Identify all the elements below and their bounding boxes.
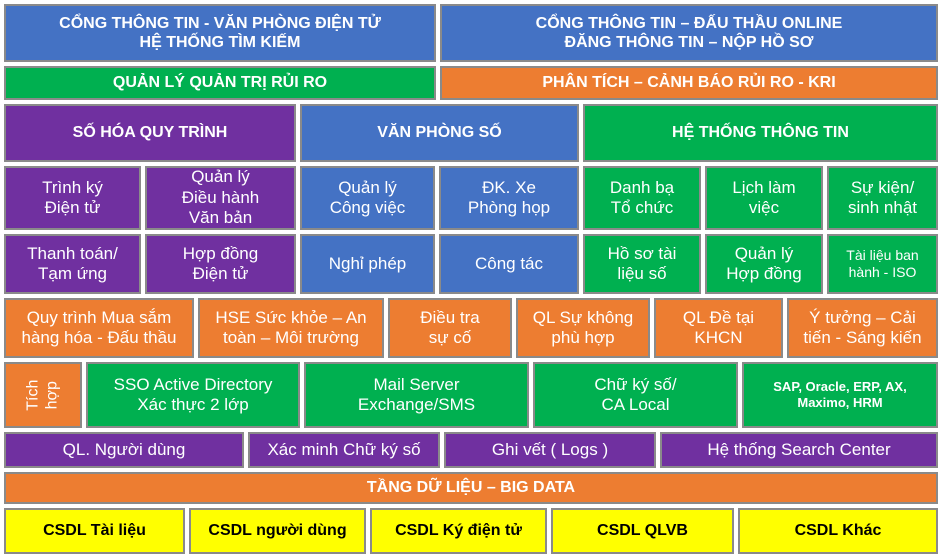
service-logs: Ghi vết ( Logs ) (444, 432, 656, 468)
module-digital-records-label: Hồ sơ tài liệu số (607, 243, 677, 283)
module-events-birthday-label: Sự kiện/ sinh nhật (848, 177, 917, 217)
risk-analysis-kri-label: PHÂN TÍCH – CẢNH BÁO RỦI RO - KRI (542, 74, 836, 92)
integration-mail-server: Mail Server Exchange/SMS (304, 362, 529, 428)
db-qlvb-label: CSDL QLVB (597, 522, 688, 540)
db-other: CSDL Khác (738, 508, 938, 554)
module-vehicle-room-booking: ĐK. Xe Phòng họp (439, 166, 579, 230)
integration-sso-label: SSO Active Directory Xác thực 2 lớp (113, 374, 273, 414)
module-contract-management: Quản lý Hợp đồng (705, 234, 823, 294)
process-ideas-innovation: Ý tưởng – Cải tiến - Sáng kiến (787, 298, 938, 358)
module-vehicle-room-booking-label: ĐK. Xe Phòng họp (467, 177, 551, 217)
module-contract-management-label: Quản lý Hợp đồng (726, 243, 802, 283)
module-business-trip: Công tác (439, 234, 579, 294)
db-e-signature: CSDL Ký điện tử (370, 508, 547, 554)
module-leave: Nghỉ phép (300, 234, 435, 294)
section-digitize-process: SỐ HÓA QUY TRÌNH (4, 104, 296, 162)
integration-digital-signature: Chữ ký số/ CA Local (533, 362, 738, 428)
module-e-signing: Trình ký Điện tử (4, 166, 141, 230)
integration-erp-systems-label: SAP, Oracle, ERP, AX, Maximo, HRM (773, 379, 907, 410)
integration-label-box: Tích hợp (4, 362, 82, 428)
process-incident-investigation-label: Điều tra sự cố (420, 307, 480, 347)
module-work-calendar-label: Lịch làm việc (732, 177, 796, 217)
module-work-calendar: Lịch làm việc (705, 166, 823, 230)
section-digitize-process-label: SỐ HÓA QUY TRÌNH (72, 124, 228, 142)
service-search-center: Hệ thống Search Center (660, 432, 938, 468)
db-users: CSDL người dùng (189, 508, 366, 554)
service-logs-label: Ghi vết ( Logs ) (491, 439, 609, 459)
risk-management: QUẢN LÝ QUẢN TRỊ RỦI RO (4, 66, 436, 100)
db-e-signature-label: CSDL Ký điện tử (395, 522, 522, 540)
service-user-management-label: QL. Người dùng (62, 439, 186, 459)
section-digital-office-label: VĂN PHÒNG SỐ (377, 124, 502, 142)
integration-sso: SSO Active Directory Xác thực 2 lớp (86, 362, 300, 428)
module-work-management: Quản lý Công việc (300, 166, 435, 230)
portal-bidding-online-label: CỔNG THÔNG TIN – ĐẤU THẦU ONLINE ĐĂNG TH… (535, 14, 843, 51)
integration-mail-server-label: Mail Server Exchange/SMS (357, 374, 476, 414)
service-user-management: QL. Người dùng (4, 432, 244, 468)
integration-digital-signature-label: Chữ ký số/ CA Local (594, 374, 677, 414)
data-layer-big-data-label: TẦNG DỮ LIỆU – BIG DATA (366, 479, 576, 497)
module-digital-records: Hồ sơ tài liệu số (583, 234, 701, 294)
section-info-system: HỆ THỐNG THÔNG TIN (583, 104, 938, 162)
db-users-label: CSDL người dùng (208, 522, 347, 540)
process-research-topics-label: QL Đề tại KHCN (682, 307, 755, 347)
portal-bidding-online: CỔNG THÔNG TIN – ĐẤU THẦU ONLINE ĐĂNG TH… (440, 4, 938, 62)
module-e-signing-label: Trình ký Điện tử (42, 177, 103, 217)
section-info-system-label: HỆ THỐNG THÔNG TIN (672, 124, 849, 142)
process-procurement: Quy trình Mua sắm hàng hóa - Đấu thầu (4, 298, 194, 358)
module-payment-advance-label: Thanh toán/ Tạm ứng (27, 243, 118, 283)
process-hse-label: HSE Sức khỏe – An toàn – Môi trường (215, 307, 367, 347)
process-nonconformity-label: QL Sự không phù hợp (532, 307, 634, 347)
integration-label: Tích hợp (24, 379, 61, 411)
module-business-trip-label: Công tác (474, 253, 544, 273)
service-verify-signature: Xác minh Chữ ký số (248, 432, 440, 468)
process-incident-investigation: Điều tra sự cố (388, 298, 512, 358)
module-iso-documents: Tài liệu ban hành - ISO (827, 234, 938, 294)
process-research-topics: QL Đề tại KHCN (654, 298, 783, 358)
integration-erp-systems: SAP, Oracle, ERP, AX, Maximo, HRM (742, 362, 938, 428)
module-e-contract-label: Hợp đồng Điện tử (182, 243, 259, 283)
process-nonconformity: QL Sự không phù hợp (516, 298, 650, 358)
service-verify-signature-label: Xác minh Chữ ký số (267, 439, 421, 459)
module-document-management-label: Quản lý Điều hành Văn bản (181, 167, 260, 228)
process-ideas-innovation-label: Ý tưởng – Cải tiến - Sáng kiến (803, 307, 922, 347)
service-search-center-label: Hệ thống Search Center (707, 439, 891, 459)
module-directory-label: Danh bạ Tổ chức (609, 177, 675, 217)
risk-management-label: QUẢN LÝ QUẢN TRỊ RỦI RO (112, 74, 328, 92)
module-events-birthday: Sự kiện/ sinh nhật (827, 166, 938, 230)
db-documents: CSDL Tài liệu (4, 508, 185, 554)
process-procurement-label: Quy trình Mua sắm hàng hóa - Đấu thầu (21, 307, 177, 347)
db-qlvb: CSDL QLVB (551, 508, 734, 554)
db-other-label: CSDL Khác (794, 522, 882, 540)
risk-analysis-kri: PHÂN TÍCH – CẢNH BÁO RỦI RO - KRI (440, 66, 938, 100)
module-iso-documents-label: Tài liệu ban hành - ISO (846, 247, 919, 280)
module-directory: Danh bạ Tổ chức (583, 166, 701, 230)
process-hse: HSE Sức khỏe – An toàn – Môi trường (198, 298, 384, 358)
portal-office-search: CỔNG THÔNG TIN - VĂN PHÒNG ĐIỆN TỬ HỆ TH… (4, 4, 436, 62)
module-leave-label: Nghỉ phép (328, 253, 407, 273)
data-layer-big-data: TẦNG DỮ LIỆU – BIG DATA (4, 472, 938, 504)
module-work-management-label: Quản lý Công việc (329, 177, 406, 217)
module-document-management: Quản lý Điều hành Văn bản (145, 166, 296, 230)
portal-office-search-label: CỔNG THÔNG TIN - VĂN PHÒNG ĐIỆN TỬ HỆ TH… (59, 14, 381, 51)
module-e-contract: Hợp đồng Điện tử (145, 234, 296, 294)
module-payment-advance: Thanh toán/ Tạm ứng (4, 234, 141, 294)
db-documents-label: CSDL Tài liệu (43, 522, 146, 540)
section-digital-office: VĂN PHÒNG SỐ (300, 104, 579, 162)
